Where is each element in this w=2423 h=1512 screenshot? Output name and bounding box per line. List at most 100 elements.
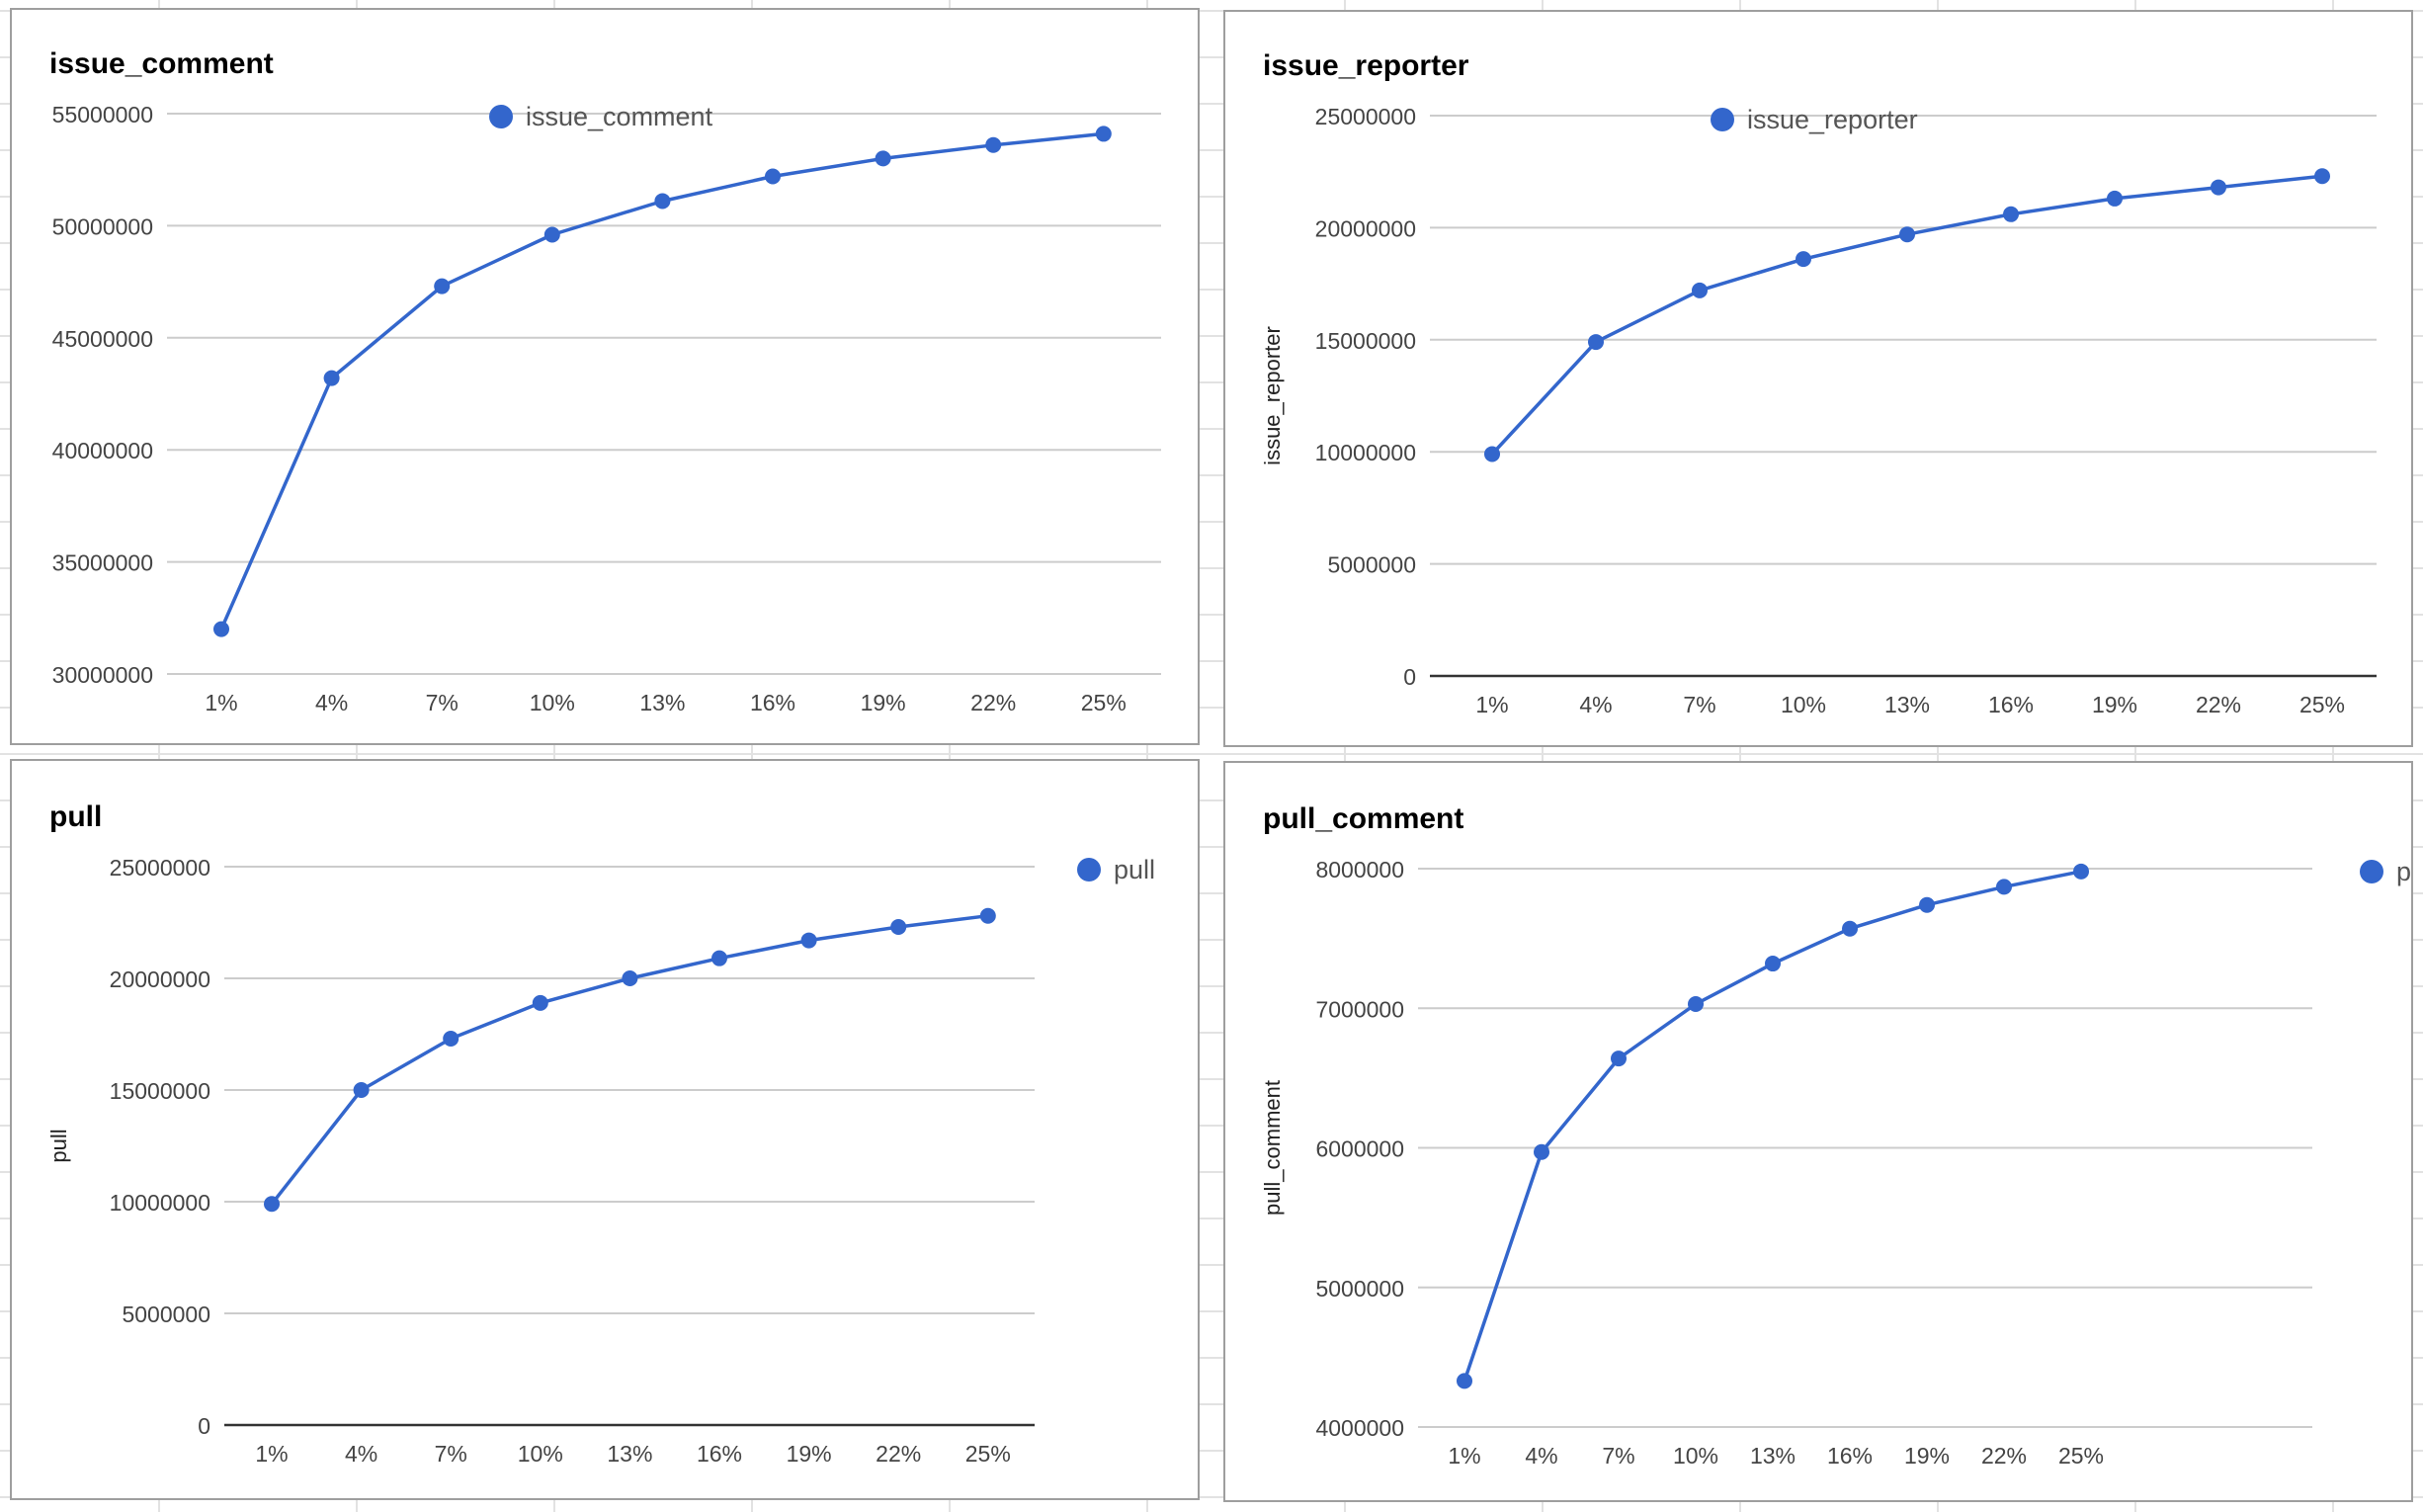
data-point [1095, 126, 1112, 142]
x-tick-label: 4% [345, 1441, 377, 1467]
x-tick-label: 7% [1683, 692, 1715, 717]
data-point [890, 919, 907, 936]
legend: pull [1077, 855, 1155, 884]
x-tick-label: 22% [1981, 1443, 2027, 1469]
y-tick-label: 25000000 [110, 855, 210, 881]
x-tick-label: 13% [639, 690, 685, 715]
y-tick-label: 5000000 [1327, 552, 1416, 578]
y-tick-label: 20000000 [1315, 215, 1416, 241]
chart-svg: issue_reporter 0 5000000 10000000 15000000 20… [1260, 49, 2377, 717]
legend-marker [1077, 858, 1101, 882]
data-point [264, 1196, 280, 1213]
data-point [875, 150, 891, 167]
legend-label: pull [1114, 855, 1155, 884]
chart-issue-reporter[interactable]: issue_reporter 0 5000000 10000000 15000000 20… [1223, 10, 2413, 747]
data-point [443, 1031, 460, 1048]
data-point [2073, 863, 2089, 880]
x-tick-label: 1% [1448, 1443, 1480, 1469]
chart-title: pull [49, 800, 102, 833]
chart-svg: pull 0 5000000 10000000 15000000 20000000 2500… [46, 800, 1155, 1467]
data-point [323, 370, 340, 386]
data-point [1842, 920, 1858, 937]
chart-svg: issue_comment 30000000 35000000 40000000 450… [49, 47, 1161, 715]
data-point [1611, 1050, 1627, 1067]
y-tick-label: 50000000 [52, 213, 153, 239]
y-tick-label: 15000000 [1315, 328, 1416, 354]
x-tick-label: 22% [876, 1441, 921, 1467]
x-tick-label: 19% [1904, 1443, 1950, 1469]
x-tick-label: 25% [2299, 692, 2345, 717]
chart-pull-comment[interactable]: pull_comment 4000000 5000000 6000000 7000000… [1223, 761, 2413, 1502]
y-tick-label: 55000000 [52, 102, 153, 127]
data-point [1796, 251, 1811, 268]
legend-label: pull_comment [2396, 857, 2413, 886]
x-tick-label: 1% [1475, 692, 1508, 717]
legend-label: issue_comment [526, 102, 713, 131]
data-point [985, 136, 1002, 153]
y-tick-label: 25000000 [1315, 104, 1416, 129]
x-tick-label: 4% [315, 690, 348, 715]
series-line [1462, 870, 2082, 1382]
data-point [2003, 206, 2019, 222]
x-tick-label: 4% [1579, 692, 1612, 717]
data-point [532, 994, 548, 1011]
data-point [2107, 190, 2123, 207]
y-tick-label: 5000000 [122, 1302, 210, 1327]
x-tick-label: 4% [1525, 1443, 1557, 1469]
x-tick-label: 19% [861, 690, 906, 715]
legend-marker [1711, 108, 1734, 131]
data-point [2314, 168, 2330, 185]
chart-title: issue_reporter [1263, 49, 1469, 82]
data-point [654, 193, 671, 210]
x-tick-label: 7% [435, 1441, 467, 1467]
y-tick-label: 8000000 [1315, 857, 1404, 882]
data-point [1484, 446, 1500, 462]
chart-svg: pull_comment 4000000 5000000 6000000 7000000… [1260, 802, 2413, 1469]
x-tick-label: 19% [787, 1441, 832, 1467]
chart-pull[interactable]: pull 0 5000000 10000000 15000000 20000000 2500… [10, 759, 1200, 1500]
y-tick-label: 30000000 [52, 662, 153, 688]
data-point [979, 907, 996, 924]
data-point [353, 1082, 370, 1098]
data-point [434, 278, 451, 294]
y-tick-label: 0 [198, 1413, 210, 1439]
x-tick-label: 10% [518, 1441, 563, 1467]
y-axis-title: pull_comment [1260, 1080, 1285, 1216]
x-tick-label: 10% [530, 690, 575, 715]
data-point [1765, 956, 1781, 972]
y-tick-label: 20000000 [110, 966, 210, 992]
legend: pull_comment [2360, 857, 2413, 886]
data-point [213, 621, 229, 637]
y-tick-label: 5000000 [1315, 1276, 1404, 1302]
data-point [1919, 896, 1935, 913]
x-tick-label: 7% [426, 690, 459, 715]
series-line [1490, 174, 2323, 456]
data-point [1457, 1373, 1472, 1389]
x-tick-label: 19% [2092, 692, 2137, 717]
data-point [1899, 226, 1915, 243]
x-tick-label: 7% [1602, 1443, 1634, 1469]
legend: issue_reporter [1711, 105, 1918, 134]
y-tick-label: 10000000 [1315, 440, 1416, 465]
data-point [800, 932, 817, 949]
y-tick-label: 15000000 [110, 1078, 210, 1104]
y-tick-label: 7000000 [1315, 996, 1404, 1022]
x-tick-label: 13% [1750, 1443, 1796, 1469]
x-tick-label: 16% [1827, 1443, 1873, 1469]
data-point [2211, 179, 2226, 196]
x-tick-label: 10% [1673, 1443, 1718, 1469]
chart-issue-comment[interactable]: issue_comment 30000000 35000000 40000000 450… [10, 8, 1200, 745]
x-tick-label: 16% [750, 690, 795, 715]
chart-title: pull_comment [1263, 802, 1463, 835]
x-tick-label: 16% [1988, 692, 2034, 717]
data-point [711, 950, 727, 966]
x-tick-label: 25% [2058, 1443, 2104, 1469]
y-tick-label: 0 [1403, 664, 1416, 690]
y-tick-label: 45000000 [52, 326, 153, 352]
x-tick-label: 10% [1781, 692, 1826, 717]
y-axis-title: pull [46, 1129, 71, 1162]
x-tick-label: 1% [255, 1441, 288, 1467]
legend-marker [2360, 860, 2383, 883]
y-tick-label: 10000000 [110, 1190, 210, 1216]
data-point [1588, 334, 1604, 351]
